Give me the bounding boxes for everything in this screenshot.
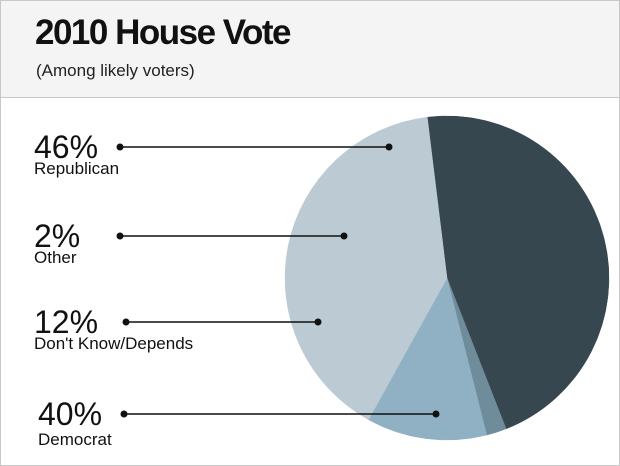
leader-dot-end-republican bbox=[385, 143, 393, 151]
slice-category-label: Republican bbox=[34, 159, 119, 178]
leader-dot-end-other bbox=[340, 232, 348, 240]
leader-lines bbox=[116, 143, 440, 418]
slice-value-label: 46% bbox=[34, 129, 98, 165]
slice-value-label: 2% bbox=[34, 218, 80, 254]
leader-dot-start-other bbox=[116, 232, 124, 240]
slice-value-label: 40% bbox=[38, 396, 102, 432]
chart-subtitle: (Among likely voters) bbox=[36, 61, 195, 80]
chart-header: 2010 House Vote (Among likely voters) bbox=[1, 1, 619, 98]
leader-dot-start-democrat bbox=[120, 410, 128, 418]
leader-dot-start-republican bbox=[116, 143, 124, 151]
leader-dot-end-democrat bbox=[432, 410, 440, 418]
leader-dot-start-don-t-know-depends bbox=[122, 318, 130, 326]
slice-category-label: Other bbox=[34, 248, 77, 267]
slice-category-label: Don't Know/Depends bbox=[34, 334, 193, 353]
pie-slice-don-t-know-depends bbox=[368, 277, 488, 441]
slice-value-label: 12% bbox=[34, 304, 98, 340]
slice-category-label: Democrat bbox=[38, 430, 112, 449]
leader-dot-end-don-t-know-depends bbox=[314, 318, 322, 326]
pie-slice-republican bbox=[426, 115, 610, 430]
chart-title: 2010 House Vote bbox=[35, 13, 292, 52]
pie-slice-democrat bbox=[284, 116, 448, 421]
pie-slices bbox=[284, 115, 610, 441]
slice-labels: 46%Republican 2%Other 12%Don't Know/Depend… bbox=[34, 129, 193, 449]
